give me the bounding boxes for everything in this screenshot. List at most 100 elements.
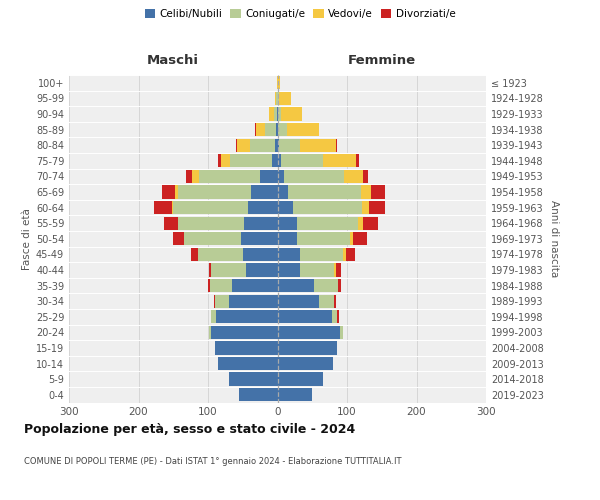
Bar: [218, 357, 277, 370]
Bar: [197, 248, 243, 261]
Bar: [272, 154, 277, 168]
Bar: [256, 123, 265, 136]
Bar: [172, 201, 173, 214]
Bar: [277, 186, 288, 198]
Bar: [232, 279, 277, 292]
Bar: [265, 123, 276, 136]
Bar: [277, 310, 332, 324]
Bar: [277, 201, 293, 214]
Bar: [338, 279, 341, 292]
Bar: [209, 326, 211, 339]
Bar: [281, 154, 323, 168]
Bar: [269, 108, 274, 120]
Bar: [277, 326, 340, 339]
Bar: [287, 123, 319, 136]
Bar: [277, 92, 279, 105]
Bar: [237, 138, 250, 152]
Bar: [297, 232, 350, 245]
Bar: [244, 216, 277, 230]
Bar: [154, 201, 172, 214]
Bar: [276, 92, 277, 105]
Bar: [239, 388, 277, 402]
Bar: [277, 248, 300, 261]
Bar: [191, 248, 197, 261]
Bar: [229, 372, 277, 386]
Bar: [288, 186, 361, 198]
Text: Femmine: Femmine: [347, 54, 416, 68]
Bar: [276, 123, 277, 136]
Bar: [211, 310, 217, 324]
Bar: [211, 264, 246, 276]
Bar: [277, 108, 278, 120]
Bar: [215, 342, 277, 354]
Bar: [363, 170, 368, 183]
Bar: [277, 294, 319, 308]
Bar: [336, 264, 341, 276]
Bar: [334, 264, 336, 276]
Bar: [334, 294, 336, 308]
Bar: [277, 138, 279, 152]
Bar: [221, 154, 230, 168]
Bar: [215, 294, 229, 308]
Bar: [323, 154, 356, 168]
Bar: [192, 170, 199, 183]
Bar: [277, 76, 280, 90]
Bar: [199, 170, 260, 183]
Bar: [363, 216, 378, 230]
Bar: [353, 232, 367, 245]
Bar: [277, 372, 323, 386]
Bar: [164, 216, 178, 230]
Bar: [208, 279, 210, 292]
Y-axis label: Anni di nascita: Anni di nascita: [549, 200, 559, 278]
Text: Popolazione per età, sesso e stato civile - 2024: Popolazione per età, sesso e stato civil…: [24, 422, 355, 436]
Bar: [279, 92, 292, 105]
Bar: [173, 232, 184, 245]
Bar: [277, 342, 337, 354]
Bar: [277, 216, 297, 230]
Bar: [358, 216, 363, 230]
Bar: [241, 232, 277, 245]
Bar: [337, 310, 338, 324]
Bar: [214, 294, 215, 308]
Bar: [275, 138, 277, 152]
Bar: [319, 294, 334, 308]
Bar: [300, 264, 334, 276]
Legend: Celibi/Nubili, Coniugati/e, Vedovi/e, Divorziati/e: Celibi/Nubili, Coniugati/e, Vedovi/e, Di…: [140, 5, 460, 24]
Bar: [278, 123, 287, 136]
Bar: [340, 326, 343, 339]
Bar: [178, 186, 251, 198]
Bar: [255, 123, 256, 136]
Bar: [162, 186, 175, 198]
Bar: [361, 186, 371, 198]
Bar: [217, 310, 277, 324]
Bar: [184, 232, 241, 245]
Bar: [277, 232, 297, 245]
Bar: [362, 201, 369, 214]
Bar: [236, 138, 237, 152]
Bar: [350, 232, 353, 245]
Bar: [248, 201, 277, 214]
Bar: [281, 108, 302, 120]
Bar: [260, 170, 277, 183]
Bar: [277, 154, 281, 168]
Bar: [229, 294, 277, 308]
Bar: [209, 264, 211, 276]
Bar: [356, 154, 359, 168]
Bar: [251, 186, 277, 198]
Bar: [277, 357, 333, 370]
Text: Maschi: Maschi: [147, 54, 199, 68]
Bar: [332, 310, 337, 324]
Y-axis label: Fasce di età: Fasce di età: [22, 208, 32, 270]
Bar: [277, 123, 278, 136]
Bar: [178, 216, 244, 230]
Bar: [277, 264, 300, 276]
Bar: [371, 186, 385, 198]
Bar: [277, 388, 312, 402]
Bar: [275, 92, 276, 105]
Bar: [344, 170, 363, 183]
Bar: [277, 170, 284, 183]
Bar: [314, 279, 338, 292]
Bar: [297, 216, 358, 230]
Bar: [284, 170, 344, 183]
Bar: [218, 154, 221, 168]
